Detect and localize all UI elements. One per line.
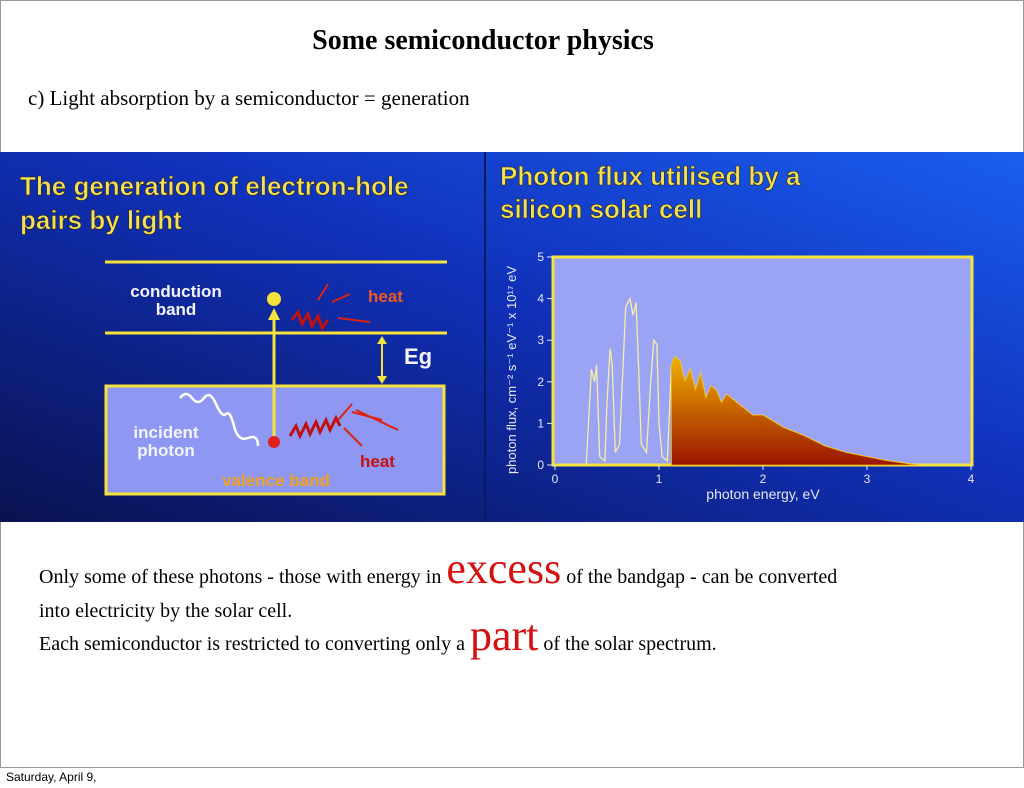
x-tick-label: 2 [760,472,767,486]
utilised-area [671,356,920,466]
panel-title: The generation of electron-hole [20,171,409,201]
y-axis-label: photon flux, cm⁻² s⁻¹ eV⁻¹ x 10¹⁷ eV [504,266,519,474]
emphasis: excess [446,544,561,593]
diagram-label: conduction [130,282,222,301]
arrow-head [377,376,387,384]
x-tick-label: 3 [864,472,871,486]
phonon-spring [290,308,330,332]
text-run: of the bandgap - can be converted [561,566,837,588]
hole [268,436,280,448]
diagram-label: photon [137,441,195,460]
diagram-label: heat [368,287,403,306]
y-tick-label: 0 [537,458,544,472]
slide-title: Some semiconductor physics [312,25,654,56]
text-run: Each semiconductor is restricted to conv… [39,633,470,655]
chart-title: silicon solar cell [500,194,702,224]
x-tick-label: 1 [656,472,663,486]
arrow-head [377,336,387,344]
slide-subtitle: c) Light absorption by a semiconductor =… [28,86,470,110]
diagram-label: heat [360,452,395,471]
emphasis: part [470,611,538,660]
chart: Photon flux utilised by a silicon solar … [500,161,975,502]
y-tick-label: 2 [537,375,544,389]
text-run: Only some of these photons - those with … [39,566,446,588]
photon-wave [179,392,260,447]
heat-arrows [317,283,399,447]
body-line: Only some of these photons - those with … [39,544,837,593]
y-tick-label: 5 [537,250,544,264]
x-tick-label: 4 [968,472,975,486]
left-diagram: The generation of electron-hole pairs by… [20,171,447,496]
arrow-head [268,308,280,320]
diagram-label: incident [133,423,199,442]
diagram-label: band [156,300,197,319]
chart-title: Photon flux utilised by a [500,161,801,191]
footer-date: Saturday, April 9, [6,770,97,784]
y-tick-label: 3 [537,333,544,347]
body-text: Only some of these photons - those with … [39,544,837,660]
x-axis-label: photon energy, eV [706,486,820,502]
body-line: into electricity by the solar cell. [39,600,292,622]
y-tick-label: 1 [537,416,544,430]
phonon-spring [288,414,342,440]
text-run: of the solar spectrum. [538,633,716,655]
electron [267,292,281,306]
panel-title: pairs by light [20,205,182,235]
diagram-label: Eg [404,344,432,369]
body-line: Each semiconductor is restricted to conv… [39,611,717,660]
diagram-label: valence band [222,471,330,490]
x-tick-label: 0 [552,472,559,486]
y-tick-label: 4 [537,292,544,306]
